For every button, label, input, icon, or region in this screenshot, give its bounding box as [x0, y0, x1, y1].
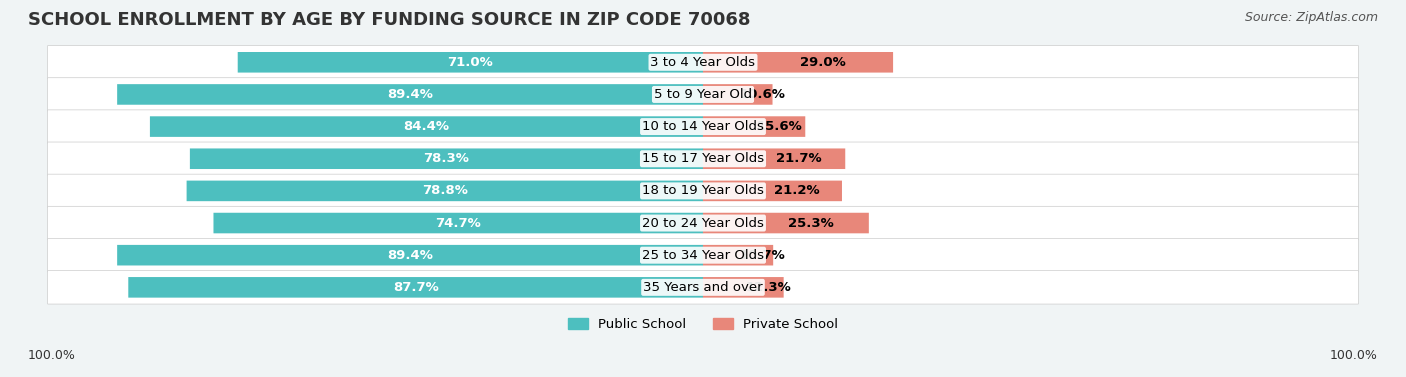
- Text: 25.3%: 25.3%: [787, 216, 834, 230]
- Text: 35 Years and over: 35 Years and over: [643, 281, 763, 294]
- Text: 10 to 14 Year Olds: 10 to 14 Year Olds: [643, 120, 763, 133]
- Text: 21.2%: 21.2%: [775, 184, 820, 198]
- Text: 78.3%: 78.3%: [423, 152, 470, 165]
- FancyBboxPatch shape: [48, 174, 1358, 208]
- FancyBboxPatch shape: [703, 213, 869, 233]
- FancyBboxPatch shape: [703, 84, 772, 105]
- Text: 78.8%: 78.8%: [422, 184, 468, 198]
- Text: 100.0%: 100.0%: [28, 349, 76, 362]
- FancyBboxPatch shape: [703, 116, 806, 137]
- FancyBboxPatch shape: [128, 277, 703, 297]
- Text: Source: ZipAtlas.com: Source: ZipAtlas.com: [1244, 11, 1378, 24]
- Text: 29.0%: 29.0%: [800, 56, 846, 69]
- FancyBboxPatch shape: [48, 46, 1358, 79]
- Text: 5 to 9 Year Old: 5 to 9 Year Old: [654, 88, 752, 101]
- Text: 84.4%: 84.4%: [404, 120, 450, 133]
- FancyBboxPatch shape: [187, 181, 703, 201]
- FancyBboxPatch shape: [703, 181, 842, 201]
- FancyBboxPatch shape: [48, 78, 1358, 111]
- Text: 71.0%: 71.0%: [447, 56, 494, 69]
- FancyBboxPatch shape: [117, 245, 703, 265]
- Text: 10.7%: 10.7%: [740, 249, 786, 262]
- Text: 3 to 4 Year Olds: 3 to 4 Year Olds: [651, 56, 755, 69]
- FancyBboxPatch shape: [48, 271, 1358, 304]
- Text: 89.4%: 89.4%: [387, 88, 433, 101]
- FancyBboxPatch shape: [703, 149, 845, 169]
- FancyBboxPatch shape: [703, 245, 773, 265]
- FancyBboxPatch shape: [48, 206, 1358, 240]
- Text: 25 to 34 Year Olds: 25 to 34 Year Olds: [643, 249, 763, 262]
- Text: 74.7%: 74.7%: [436, 216, 481, 230]
- Legend: Public School, Private School: Public School, Private School: [562, 313, 844, 336]
- Text: 18 to 19 Year Olds: 18 to 19 Year Olds: [643, 184, 763, 198]
- Text: 12.3%: 12.3%: [745, 281, 792, 294]
- FancyBboxPatch shape: [48, 239, 1358, 272]
- Text: 89.4%: 89.4%: [387, 249, 433, 262]
- Text: 100.0%: 100.0%: [1330, 349, 1378, 362]
- FancyBboxPatch shape: [117, 84, 703, 105]
- Text: 87.7%: 87.7%: [392, 281, 439, 294]
- FancyBboxPatch shape: [703, 277, 783, 297]
- FancyBboxPatch shape: [48, 110, 1358, 143]
- FancyBboxPatch shape: [703, 52, 893, 73]
- FancyBboxPatch shape: [48, 142, 1358, 175]
- Text: 21.7%: 21.7%: [776, 152, 821, 165]
- FancyBboxPatch shape: [150, 116, 703, 137]
- FancyBboxPatch shape: [190, 149, 703, 169]
- Text: 15 to 17 Year Olds: 15 to 17 Year Olds: [643, 152, 763, 165]
- Text: 20 to 24 Year Olds: 20 to 24 Year Olds: [643, 216, 763, 230]
- FancyBboxPatch shape: [238, 52, 703, 73]
- FancyBboxPatch shape: [214, 213, 703, 233]
- Text: SCHOOL ENROLLMENT BY AGE BY FUNDING SOURCE IN ZIP CODE 70068: SCHOOL ENROLLMENT BY AGE BY FUNDING SOUR…: [28, 11, 751, 29]
- Text: 15.6%: 15.6%: [756, 120, 801, 133]
- Text: 10.6%: 10.6%: [740, 88, 786, 101]
